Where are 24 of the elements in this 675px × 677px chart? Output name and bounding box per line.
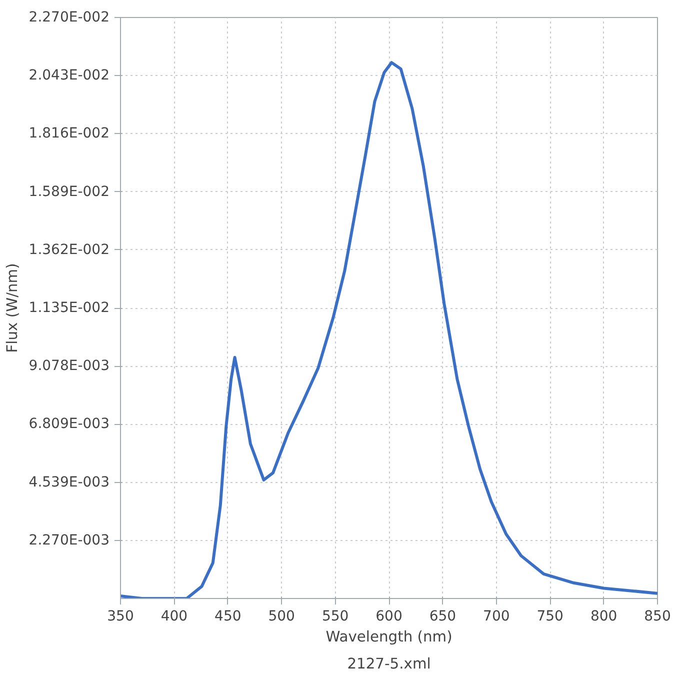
x-tick-label: 600	[376, 608, 402, 624]
y-axis-title: Flux (W/nm)	[4, 263, 21, 353]
y-tick-label: 9.078E-003	[28, 358, 110, 374]
x-tick-label: 650	[429, 608, 456, 624]
y-tick-label: 2.043E-002	[28, 68, 110, 84]
x-tick-label: 400	[160, 608, 188, 624]
y-tick-label: 1.362E-002	[28, 242, 110, 258]
y-tick-label: 4.539E-003	[28, 474, 110, 490]
x-tick-label: 550	[322, 608, 349, 624]
x-tick-label: 800	[590, 608, 618, 624]
x-tick-label: 500	[268, 608, 295, 624]
text: 2127-5.xml	[347, 656, 431, 672]
y-tick-label: 2.270E-003	[28, 532, 110, 548]
x-tick-label: 450	[214, 608, 242, 624]
y-tick-label: 1.816E-002	[28, 126, 110, 142]
x-axis-title: Wavelength (nm)	[326, 628, 452, 646]
y-tick-label: 1.135E-002	[28, 300, 110, 316]
y-tick-label: 6.809E-003	[28, 416, 110, 432]
y-tick-label: 1.589E-002	[28, 184, 110, 200]
x-tick-label: 850	[644, 608, 671, 624]
x-tick-label: 350	[107, 608, 134, 624]
x-tick-label: 700	[483, 608, 510, 624]
x-tick-label: 750	[536, 608, 564, 624]
y-tick-label: 2.270E-002	[28, 10, 110, 26]
